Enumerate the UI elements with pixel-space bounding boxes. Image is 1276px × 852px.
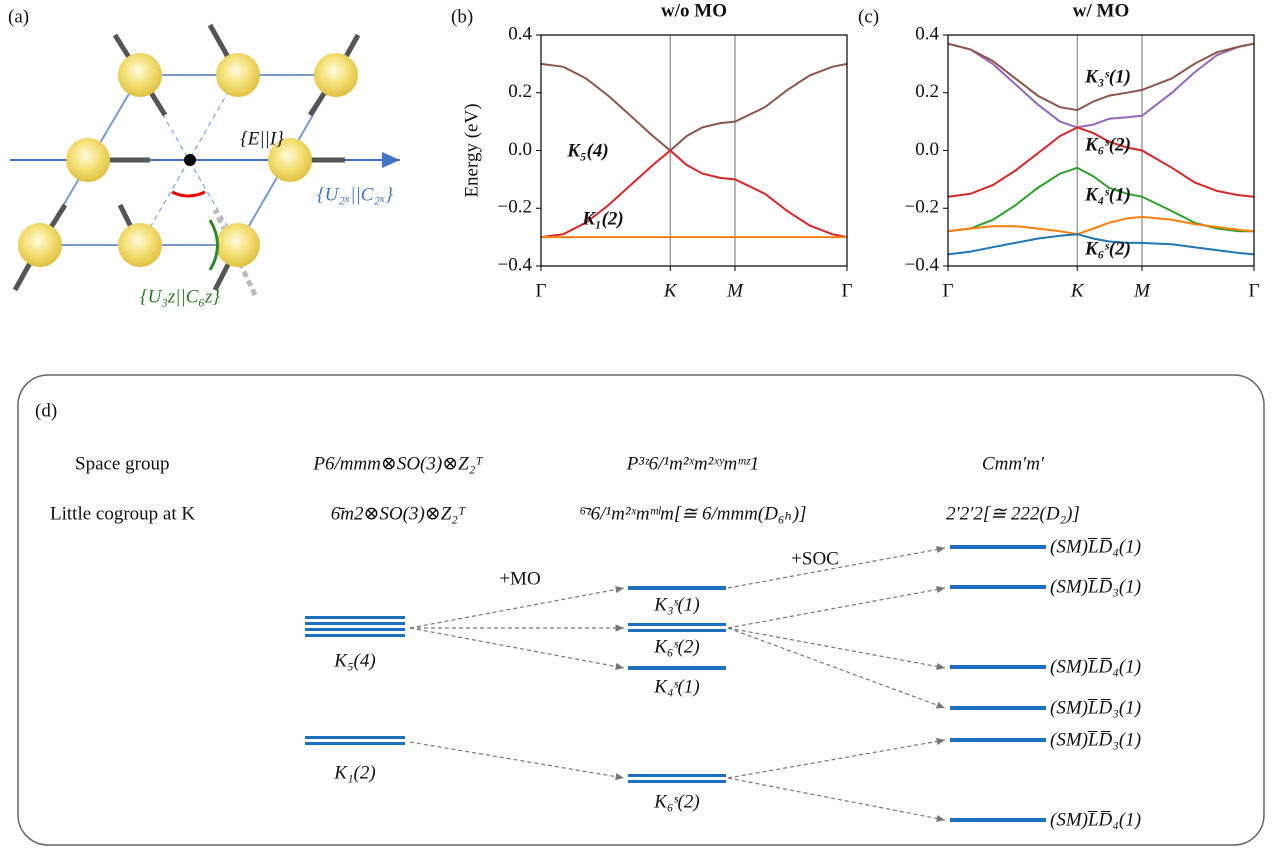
row-label: Little cogroup at K [50,503,195,524]
band-line [541,64,847,151]
annotation: {U₂ₓ||C₂ₓ} [317,184,393,205]
x-tick-label: Γ [842,280,853,301]
level-label: (SM)L̅D̅₃(1) [1050,729,1141,750]
chart-title: w/o MO [661,0,727,21]
x-tick-label: M [726,280,744,301]
panel-label: (a) [8,6,29,27]
annotation: {U₃z||C₆z} [140,286,220,307]
level-label: (SM)L̅D̅₄(1) [1050,656,1141,677]
level-label: K₆ˢ(2) [653,636,699,657]
panel-a: (a) {E||I} {U₂ₓ||C₂ₓ} {U₃z||C₆z} [8,6,400,307]
panel-d [18,375,1264,845]
level-label: (SM)L̅D̅₄(1) [1050,536,1141,557]
y-tick-label: 0.4 [915,23,939,44]
x-tick-label: M [1133,280,1151,301]
y-tick-label: 0.2 [508,81,532,102]
x-tick-label: K [1070,280,1085,301]
panel-label: (b) [451,6,473,27]
annotation: {E||I} [240,128,284,149]
y-tick-label: 0.2 [915,81,939,102]
annotation: K₆ˢ(2) [1084,238,1131,259]
group-name: P6/mmm⊗SO(3)⊗Z₂ᵀ [312,453,483,474]
x-tick-label: K [663,280,678,301]
level-label: K₅(4) [333,650,375,671]
y-tick-label: 0.0 [508,139,532,160]
row-label: Space group [75,453,169,474]
group-name: ⁶̄ᶻ6/¹m²ˣmᵐˡm[≅ 6/mmm(D₆ₕ)] [579,503,806,524]
annotation: K₁(2) [581,208,623,229]
group-name: 2′2′2[≅ 222(D₂)] [946,503,1080,524]
level-label: (SM)L̅D̅₃(1) [1050,576,1141,597]
step-label: +SOC [791,548,839,569]
y-tick-label: −0.2 [498,197,532,218]
y-axis-label: Energy (eV) [461,103,482,197]
annotation: K₆ˢ(2) [1084,134,1131,155]
step-label: +MO [499,568,540,589]
level-label: K₁(2) [333,762,375,783]
level-label: (SM)L̅D̅₃(1) [1050,697,1141,718]
y-tick-label: 0.0 [915,139,939,160]
y-tick-label: −0.2 [905,197,939,218]
x-tick-label: Γ [943,280,954,301]
group-name: 6̄m2⊗SO(3)⊗Z₂ᵀ [331,503,466,524]
panel-label: (c) [858,6,879,27]
level-label: (SM)L̅D̅₄(1) [1050,809,1141,830]
annotation: K₅(4) [566,140,608,161]
annotation: K₄ˢ(1) [1084,184,1131,205]
y-tick-label: −0.4 [498,254,533,275]
x-tick-label: Γ [536,280,547,301]
level-label: K₄ˢ(1) [653,676,699,697]
level-label: K₃ˢ(1) [653,594,699,615]
group-name: P³ᶻ6/¹m²ˣm²ˣʸmᵐᶻ1 [626,453,760,474]
annotation: K₃ˢ(1) [1084,66,1131,87]
panel-label: (d) [35,400,57,421]
y-tick-label: 0.4 [508,23,532,44]
x-tick-label: Γ [1249,280,1260,301]
y-tick-label: −0.4 [905,254,940,275]
level-label: K₆ˢ(2) [653,791,699,812]
group-name: Cmm′m′ [982,453,1045,474]
figure: (a) {E||I} {U₂ₓ||C₂ₓ} {U₃z||C₆z} (b) w/o … [0,0,1276,852]
chart-title: w/ MO [1073,0,1129,21]
